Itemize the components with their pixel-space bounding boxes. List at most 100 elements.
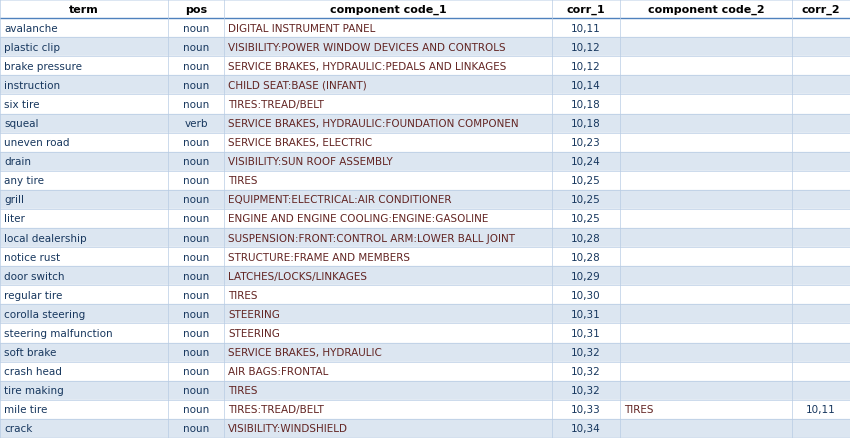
- Text: 10,12: 10,12: [571, 62, 601, 72]
- Text: DIGITAL INSTRUMENT PANEL: DIGITAL INSTRUMENT PANEL: [228, 24, 376, 34]
- Text: noun: noun: [183, 271, 209, 281]
- Text: 10,18: 10,18: [571, 100, 601, 110]
- Text: noun: noun: [183, 404, 209, 414]
- Text: drain: drain: [4, 157, 31, 167]
- Text: crack: crack: [4, 424, 32, 434]
- Text: noun: noun: [183, 252, 209, 262]
- Text: steering malfunction: steering malfunction: [4, 328, 112, 338]
- Text: SERVICE BRAKES, ELECTRIC: SERVICE BRAKES, ELECTRIC: [228, 138, 372, 148]
- Text: TIRES: TIRES: [624, 404, 654, 414]
- Text: TIRES: TIRES: [228, 176, 258, 186]
- Text: instruction: instruction: [4, 81, 60, 91]
- Text: SERVICE BRAKES, HYDRAULIC:PEDALS AND LINKAGES: SERVICE BRAKES, HYDRAULIC:PEDALS AND LIN…: [228, 62, 507, 72]
- Bar: [0, 324, 850, 343]
- Bar: [0, 305, 850, 324]
- Text: LATCHES/LOCKS/LINKAGES: LATCHES/LOCKS/LINKAGES: [228, 271, 367, 281]
- Bar: [0, 419, 850, 438]
- Text: noun: noun: [183, 366, 209, 376]
- Text: six tire: six tire: [4, 100, 39, 110]
- Text: noun: noun: [183, 81, 209, 91]
- Text: 10,25: 10,25: [571, 214, 601, 224]
- Text: SERVICE BRAKES, HYDRAULIC: SERVICE BRAKES, HYDRAULIC: [228, 347, 382, 357]
- Text: noun: noun: [183, 138, 209, 148]
- Text: component code_1: component code_1: [330, 4, 446, 14]
- Text: grill: grill: [4, 195, 24, 205]
- Text: TIRES: TIRES: [228, 290, 258, 300]
- Text: STEERING: STEERING: [228, 309, 280, 319]
- Text: 10,11: 10,11: [806, 404, 836, 414]
- Text: corolla steering: corolla steering: [4, 309, 85, 319]
- Text: VISIBILITY:SUN ROOF ASSEMBLY: VISIBILITY:SUN ROOF ASSEMBLY: [228, 157, 393, 167]
- Text: avalanche: avalanche: [4, 24, 58, 34]
- Text: 10,31: 10,31: [571, 328, 601, 338]
- Text: verb: verb: [184, 119, 207, 129]
- Text: 10,28: 10,28: [571, 252, 601, 262]
- Text: corr_1: corr_1: [567, 4, 605, 14]
- Bar: [0, 95, 850, 114]
- Bar: [0, 229, 850, 247]
- Text: 10,25: 10,25: [571, 176, 601, 186]
- Text: pos: pos: [185, 4, 207, 14]
- Text: noun: noun: [183, 24, 209, 34]
- Text: noun: noun: [183, 347, 209, 357]
- Text: noun: noun: [183, 328, 209, 338]
- Text: plastic clip: plastic clip: [4, 42, 60, 53]
- Text: regular tire: regular tire: [4, 290, 62, 300]
- Text: CHILD SEAT:BASE (INFANT): CHILD SEAT:BASE (INFANT): [228, 81, 366, 91]
- Text: 10,30: 10,30: [571, 290, 601, 300]
- Text: liter: liter: [4, 214, 25, 224]
- Text: 10,29: 10,29: [571, 271, 601, 281]
- Text: noun: noun: [183, 424, 209, 434]
- Text: 10,23: 10,23: [571, 138, 601, 148]
- Text: 10,25: 10,25: [571, 195, 601, 205]
- Text: noun: noun: [183, 290, 209, 300]
- Text: corr_2: corr_2: [802, 4, 841, 14]
- Text: crash head: crash head: [4, 366, 62, 376]
- Text: squeal: squeal: [4, 119, 38, 129]
- Text: 10,18: 10,18: [571, 119, 601, 129]
- Text: any tire: any tire: [4, 176, 44, 186]
- Text: ENGINE AND ENGINE COOLING:ENGINE:GASOLINE: ENGINE AND ENGINE COOLING:ENGINE:GASOLIN…: [228, 214, 489, 224]
- Text: noun: noun: [183, 42, 209, 53]
- Text: 10,11: 10,11: [571, 24, 601, 34]
- Bar: [0, 381, 850, 400]
- Bar: [0, 209, 850, 229]
- Text: noun: noun: [183, 385, 209, 396]
- Text: term: term: [69, 4, 99, 14]
- Bar: [0, 247, 850, 267]
- Text: TIRES:TREAD/BELT: TIRES:TREAD/BELT: [228, 404, 324, 414]
- Text: tire making: tire making: [4, 385, 64, 396]
- Text: TIRES: TIRES: [228, 385, 258, 396]
- Text: 10,32: 10,32: [571, 385, 601, 396]
- Text: component code_2: component code_2: [648, 4, 764, 14]
- Bar: [0, 267, 850, 286]
- Text: noun: noun: [183, 62, 209, 72]
- Text: SUSPENSION:FRONT:CONTROL ARM:LOWER BALL JOINT: SUSPENSION:FRONT:CONTROL ARM:LOWER BALL …: [228, 233, 515, 243]
- Text: SERVICE BRAKES, HYDRAULIC:FOUNDATION COMPONEN: SERVICE BRAKES, HYDRAULIC:FOUNDATION COM…: [228, 119, 518, 129]
- Bar: [0, 0, 850, 19]
- Bar: [0, 76, 850, 95]
- Bar: [0, 400, 850, 419]
- Text: 10,12: 10,12: [571, 42, 601, 53]
- Text: 10,24: 10,24: [571, 157, 601, 167]
- Bar: [0, 114, 850, 133]
- Bar: [0, 191, 850, 209]
- Bar: [0, 362, 850, 381]
- Text: local dealership: local dealership: [4, 233, 87, 243]
- Text: soft brake: soft brake: [4, 347, 56, 357]
- Text: uneven road: uneven road: [4, 138, 70, 148]
- Bar: [0, 171, 850, 191]
- Text: VISIBILITY:WINDSHIELD: VISIBILITY:WINDSHIELD: [228, 424, 348, 434]
- Text: noun: noun: [183, 100, 209, 110]
- Text: noun: noun: [183, 309, 209, 319]
- Text: door switch: door switch: [4, 271, 65, 281]
- Text: EQUIPMENT:ELECTRICAL:AIR CONDITIONER: EQUIPMENT:ELECTRICAL:AIR CONDITIONER: [228, 195, 451, 205]
- Text: STRUCTURE:FRAME AND MEMBERS: STRUCTURE:FRAME AND MEMBERS: [228, 252, 410, 262]
- Text: 10,32: 10,32: [571, 366, 601, 376]
- Text: STEERING: STEERING: [228, 328, 280, 338]
- Text: noun: noun: [183, 195, 209, 205]
- Text: 10,28: 10,28: [571, 233, 601, 243]
- Bar: [0, 343, 850, 362]
- Text: 10,31: 10,31: [571, 309, 601, 319]
- Text: AIR BAGS:FRONTAL: AIR BAGS:FRONTAL: [228, 366, 328, 376]
